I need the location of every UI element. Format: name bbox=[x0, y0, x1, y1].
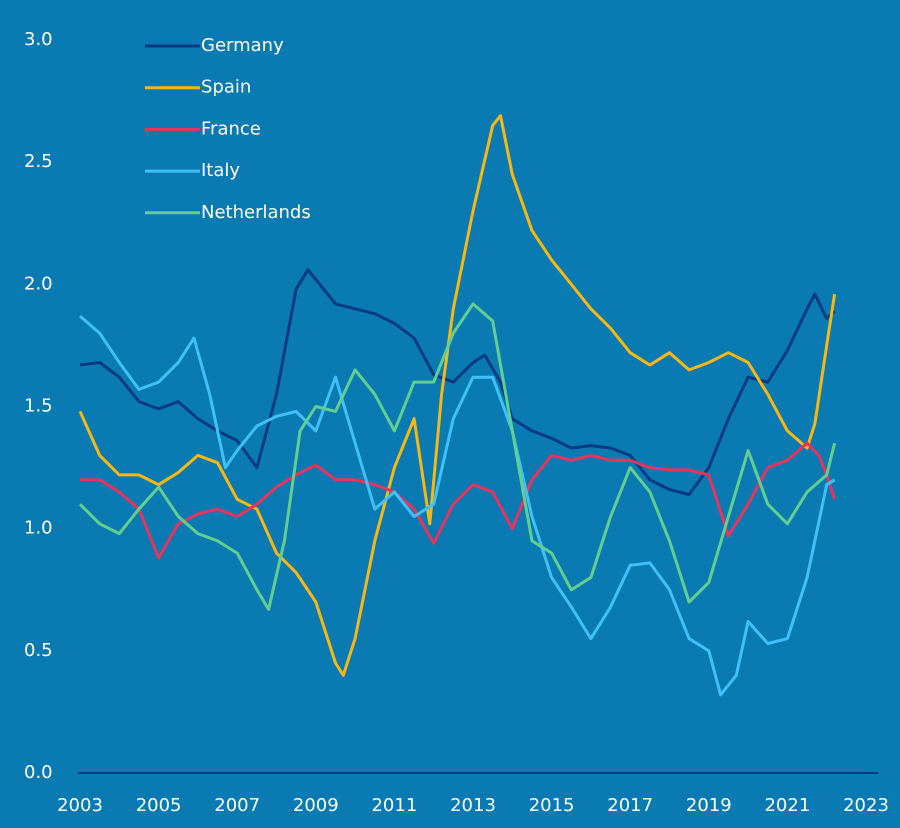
x-tick-label: 2003 bbox=[57, 795, 103, 816]
y-tick-label: 1.0 bbox=[24, 518, 53, 539]
legend-label: Spain bbox=[201, 77, 251, 98]
y-tick-label: 3.0 bbox=[24, 29, 53, 50]
x-tick-label: 2011 bbox=[371, 795, 417, 816]
y-tick-label: 0.5 bbox=[24, 640, 53, 661]
x-tick-label: 2015 bbox=[529, 795, 575, 816]
legend-label: France bbox=[201, 118, 261, 139]
y-tick-label: 2.5 bbox=[24, 151, 53, 172]
y-tick-label: 0.0 bbox=[24, 762, 53, 783]
legend-label: Germany bbox=[201, 35, 284, 56]
x-tick-label: 2005 bbox=[136, 795, 182, 816]
legend-label: Italy bbox=[201, 160, 240, 181]
legend-label: Netherlands bbox=[201, 202, 311, 223]
series-line bbox=[79, 314, 836, 697]
x-tick-label: 2023 bbox=[843, 795, 889, 816]
x-tick-label: 2009 bbox=[293, 795, 339, 816]
x-tick-label: 2017 bbox=[607, 795, 653, 816]
series-line bbox=[80, 441, 837, 560]
y-tick-label: 1.5 bbox=[24, 396, 53, 417]
x-tick-label: 2007 bbox=[214, 795, 260, 816]
x-tick-label: 2019 bbox=[686, 795, 732, 816]
y-tick-label: 2.0 bbox=[24, 273, 53, 294]
series-line bbox=[78, 114, 837, 677]
x-tick-label: 2021 bbox=[764, 795, 810, 816]
series-line bbox=[78, 302, 837, 611]
x-tick-label: 2013 bbox=[450, 795, 496, 816]
